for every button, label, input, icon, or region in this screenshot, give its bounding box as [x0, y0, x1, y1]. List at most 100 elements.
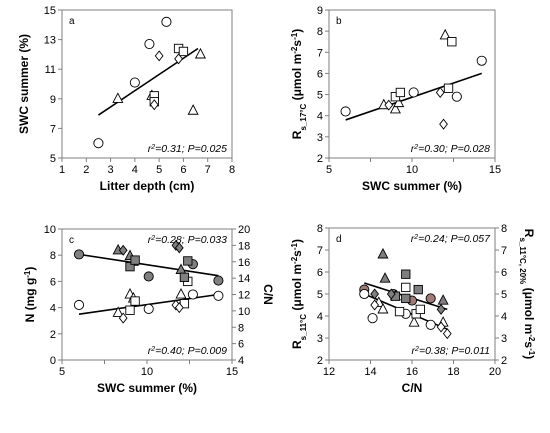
y-axis-label-part: -2	[290, 256, 299, 264]
stat-annotation-part: =0.057	[458, 233, 492, 245]
y2-tick-label: 10	[238, 306, 250, 318]
y2-tick-label: 16	[238, 257, 250, 269]
data-point-circle	[408, 87, 419, 98]
data-point-circle	[476, 55, 487, 66]
stat-annotation-part: r	[148, 345, 152, 357]
data-point-filled-triangle	[379, 272, 391, 283]
y2-tick-label: 2	[501, 355, 507, 367]
x-axis-label: SWC summer (%)	[97, 381, 197, 395]
data-point-cn-circle	[73, 249, 85, 260]
data-point-n-circle	[143, 303, 154, 314]
stat-annotation-part: =0.24;	[418, 233, 450, 245]
data-point-diamond	[435, 86, 445, 98]
stat-annotation-part: =0.033	[195, 234, 228, 246]
data-point-square	[178, 46, 189, 57]
stat-annotation-part: P	[188, 345, 195, 357]
data-point-n-circle	[187, 289, 198, 300]
y2-axis-label-part: R	[522, 229, 536, 238]
data-point-filled-square	[401, 293, 411, 304]
data-point-square	[447, 37, 457, 47]
data-point-cn-diamond	[118, 244, 128, 256]
y2-tick-label: 4	[501, 311, 507, 323]
stat-annotation: r2=0.30; P=0.028	[411, 143, 490, 155]
y2-axis-label-part: (μmol m	[522, 284, 536, 334]
y2-tick-label: 5	[501, 289, 507, 301]
y-tick-label: 9	[50, 94, 56, 106]
y-tick-label: 5	[317, 90, 323, 102]
y-tick-label: 0	[50, 355, 56, 367]
data-point-filled-triangle	[437, 294, 449, 305]
x-tick-label: 10	[406, 164, 418, 176]
stat-annotation-part: =0.028	[458, 143, 491, 155]
stat-annotation: r2=0.31; P=0.025	[148, 143, 227, 155]
x-tick-label: 10	[141, 366, 153, 378]
data-point-cn-square	[130, 255, 140, 265]
y2-tick-label: 20	[238, 224, 250, 236]
y-axis-label-part: -2	[290, 46, 299, 54]
y-tick-label: 7	[50, 123, 56, 135]
y-axis-label: Rs_11°C (μmol m-2s-1)	[290, 239, 308, 349]
data-point-open-square	[394, 306, 405, 317]
stat-annotation-part: r	[148, 143, 152, 155]
x-tick-label: 3	[108, 164, 114, 176]
plot-frame	[328, 227, 496, 361]
y-tick-label: 7	[317, 245, 323, 257]
panel-label: a	[69, 16, 75, 27]
y-tick-label: 6	[317, 267, 323, 279]
data-point-n-diamond	[174, 302, 184, 314]
data-point-square	[443, 83, 454, 93]
y-tick-label: 4	[317, 111, 323, 123]
data-point-open-diamond	[370, 299, 380, 311]
data-point-triangle	[194, 47, 206, 59]
data-point-circle	[93, 138, 104, 149]
data-point-open-square	[415, 304, 425, 315]
x-tick-label: 2	[83, 164, 89, 176]
panel-label: c	[69, 235, 74, 246]
data-point-square	[395, 87, 406, 98]
y2-axis-label-part: -2	[528, 334, 537, 342]
stat-annotation-part: r	[148, 234, 152, 246]
stat-annotation: r2=0.40; P=0.009	[148, 345, 227, 357]
stat-annotation-part: 2	[413, 144, 418, 151]
data-point-open-circle	[367, 313, 378, 324]
stat-annotation: r2=0.38; P=0.011	[412, 345, 490, 357]
data-point-cn-square	[179, 272, 190, 282]
x-tick-label: 18	[447, 366, 459, 378]
y-axis-label-part: -1	[23, 270, 32, 278]
y-tick-label: 2	[50, 329, 56, 341]
data-point-filled-diamond	[370, 288, 380, 300]
y-axis-label-part: -1	[290, 32, 299, 40]
data-point-cn-circle	[143, 271, 154, 282]
x-tick-label: 15	[489, 164, 501, 176]
y-axis-label-part: )	[290, 29, 304, 33]
y-tick-label: 15	[44, 5, 56, 17]
y2-axis-label-part: -1	[528, 348, 537, 356]
stat-annotation-part: =0.31;	[155, 143, 187, 155]
y2-tick-label: 18	[238, 240, 250, 252]
stat-annotation-part: =0.40;	[155, 345, 187, 357]
x-axis-label: C/N	[402, 381, 423, 395]
y2-tick-label: 6	[238, 339, 244, 351]
trend-line	[97, 47, 199, 116]
stat-annotation-part: =0.009	[195, 345, 228, 357]
data-point-circle	[340, 106, 351, 117]
data-point-filled-triangle	[377, 247, 389, 259]
x-tick-label: 20	[489, 366, 501, 378]
stat-annotation-part: P	[451, 143, 458, 155]
y2-tick-label: 3	[501, 333, 507, 345]
y-tick-label: 10	[44, 224, 56, 236]
y-axis-label-part: s	[290, 40, 304, 47]
y-axis-label-part: s_11°C	[299, 314, 308, 341]
y-tick-label: 2	[317, 355, 323, 367]
y2-tick-label: 14	[238, 273, 250, 285]
stat-annotation-part: 2	[413, 234, 418, 241]
data-point-n-diamond	[118, 312, 128, 324]
data-point-cn-diamond	[174, 242, 184, 254]
y-tick-label: 4	[50, 303, 56, 315]
stat-annotation-part: =0.28;	[155, 234, 187, 246]
data-point-cn-square	[125, 262, 135, 272]
data-point-open-circle	[359, 288, 370, 300]
